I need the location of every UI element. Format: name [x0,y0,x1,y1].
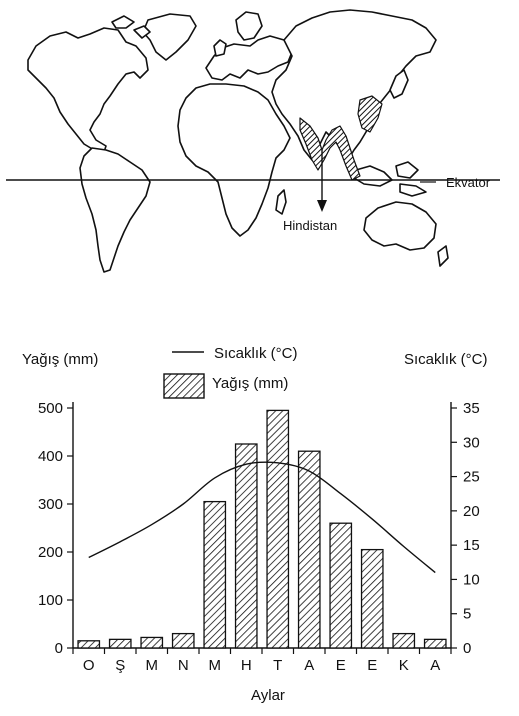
india-arrow-head [317,200,327,212]
month-label: O [83,657,95,674]
temperature-line [88,461,436,574]
right-tick-label: 30 [463,434,480,451]
left-tick-label: 400 [38,448,63,465]
new-zealand-landmass [437,245,449,267]
rainfall-bar [140,636,164,649]
rainfall-bar [329,522,353,649]
rainfall-bar [77,640,101,649]
month-label: Ş [115,657,125,674]
right-tick-label: 15 [463,537,480,554]
madagascar-landmass [275,189,287,215]
rainfall-bar [360,548,384,649]
arctic-islands [133,25,151,39]
month-label: M [146,657,159,674]
left-axis-title: Yağış (mm) [22,351,98,368]
month-label: A [304,657,314,674]
rainfall-bar [171,632,195,649]
rainfall-temperature-chart: Yağış (mm) Sıcaklık (°C) Sıcaklık (°C) Y… [22,345,488,704]
month-label: N [178,657,189,674]
month-label: E [367,657,377,674]
right-tick-label: 5 [463,606,471,623]
world-map [27,9,449,273]
right-tick-label: 25 [463,469,480,486]
left-tick-label: 300 [38,496,63,513]
rainfall-bar [203,500,227,649]
japan-landmass [389,69,409,99]
left-tick-label: 0 [55,640,63,657]
rainfall-bar [297,450,321,649]
rainfall-bar [392,632,416,649]
rainfall-bar [108,638,132,649]
right-tick-label: 0 [463,640,471,657]
asia-landmass [271,9,437,161]
monsoon-coast-highlight [299,117,361,181]
x-axis-title: Aylar [251,687,285,704]
month-label: T [273,657,282,674]
south-america-landmass [79,147,151,273]
africa-landmass [177,83,291,237]
indonesia-islands [399,183,427,197]
india-label: Hindistan [283,218,337,233]
left-tick-label: 200 [38,544,63,561]
rainfall-bar [423,638,447,649]
right-tick-label: 20 [463,503,480,520]
scandinavia-landmass [235,11,263,41]
uk-landmass [213,39,227,57]
month-label: M [209,657,222,674]
right-tick-label: 35 [463,400,480,417]
left-tick-label: 100 [38,592,63,609]
month-label: K [399,657,409,674]
rainfall-bar [234,443,258,649]
greenland-landmass [142,13,197,61]
legend-bar-label: Yağış (mm) [212,375,288,392]
right-axis-title: Sıcaklık (°C) [404,351,488,368]
indonesia-islands [353,165,393,187]
month-label: A [430,657,440,674]
indonesia-islands [395,161,419,179]
equator-label: Ekvator [446,175,491,190]
north-america-landmass [27,27,149,153]
australia-landmass [363,201,437,251]
left-tick-label: 500 [38,400,63,417]
month-label: H [241,657,252,674]
month-label: E [336,657,346,674]
europe-landmass [205,35,293,81]
legend-line-label: Sıcaklık (°C) [214,345,298,362]
legend-bar-swatch [163,373,205,399]
monsoon-coast-highlight [357,95,383,133]
rainfall-bar [266,409,290,649]
arctic-islands [111,15,135,29]
right-tick-label: 10 [463,571,480,588]
